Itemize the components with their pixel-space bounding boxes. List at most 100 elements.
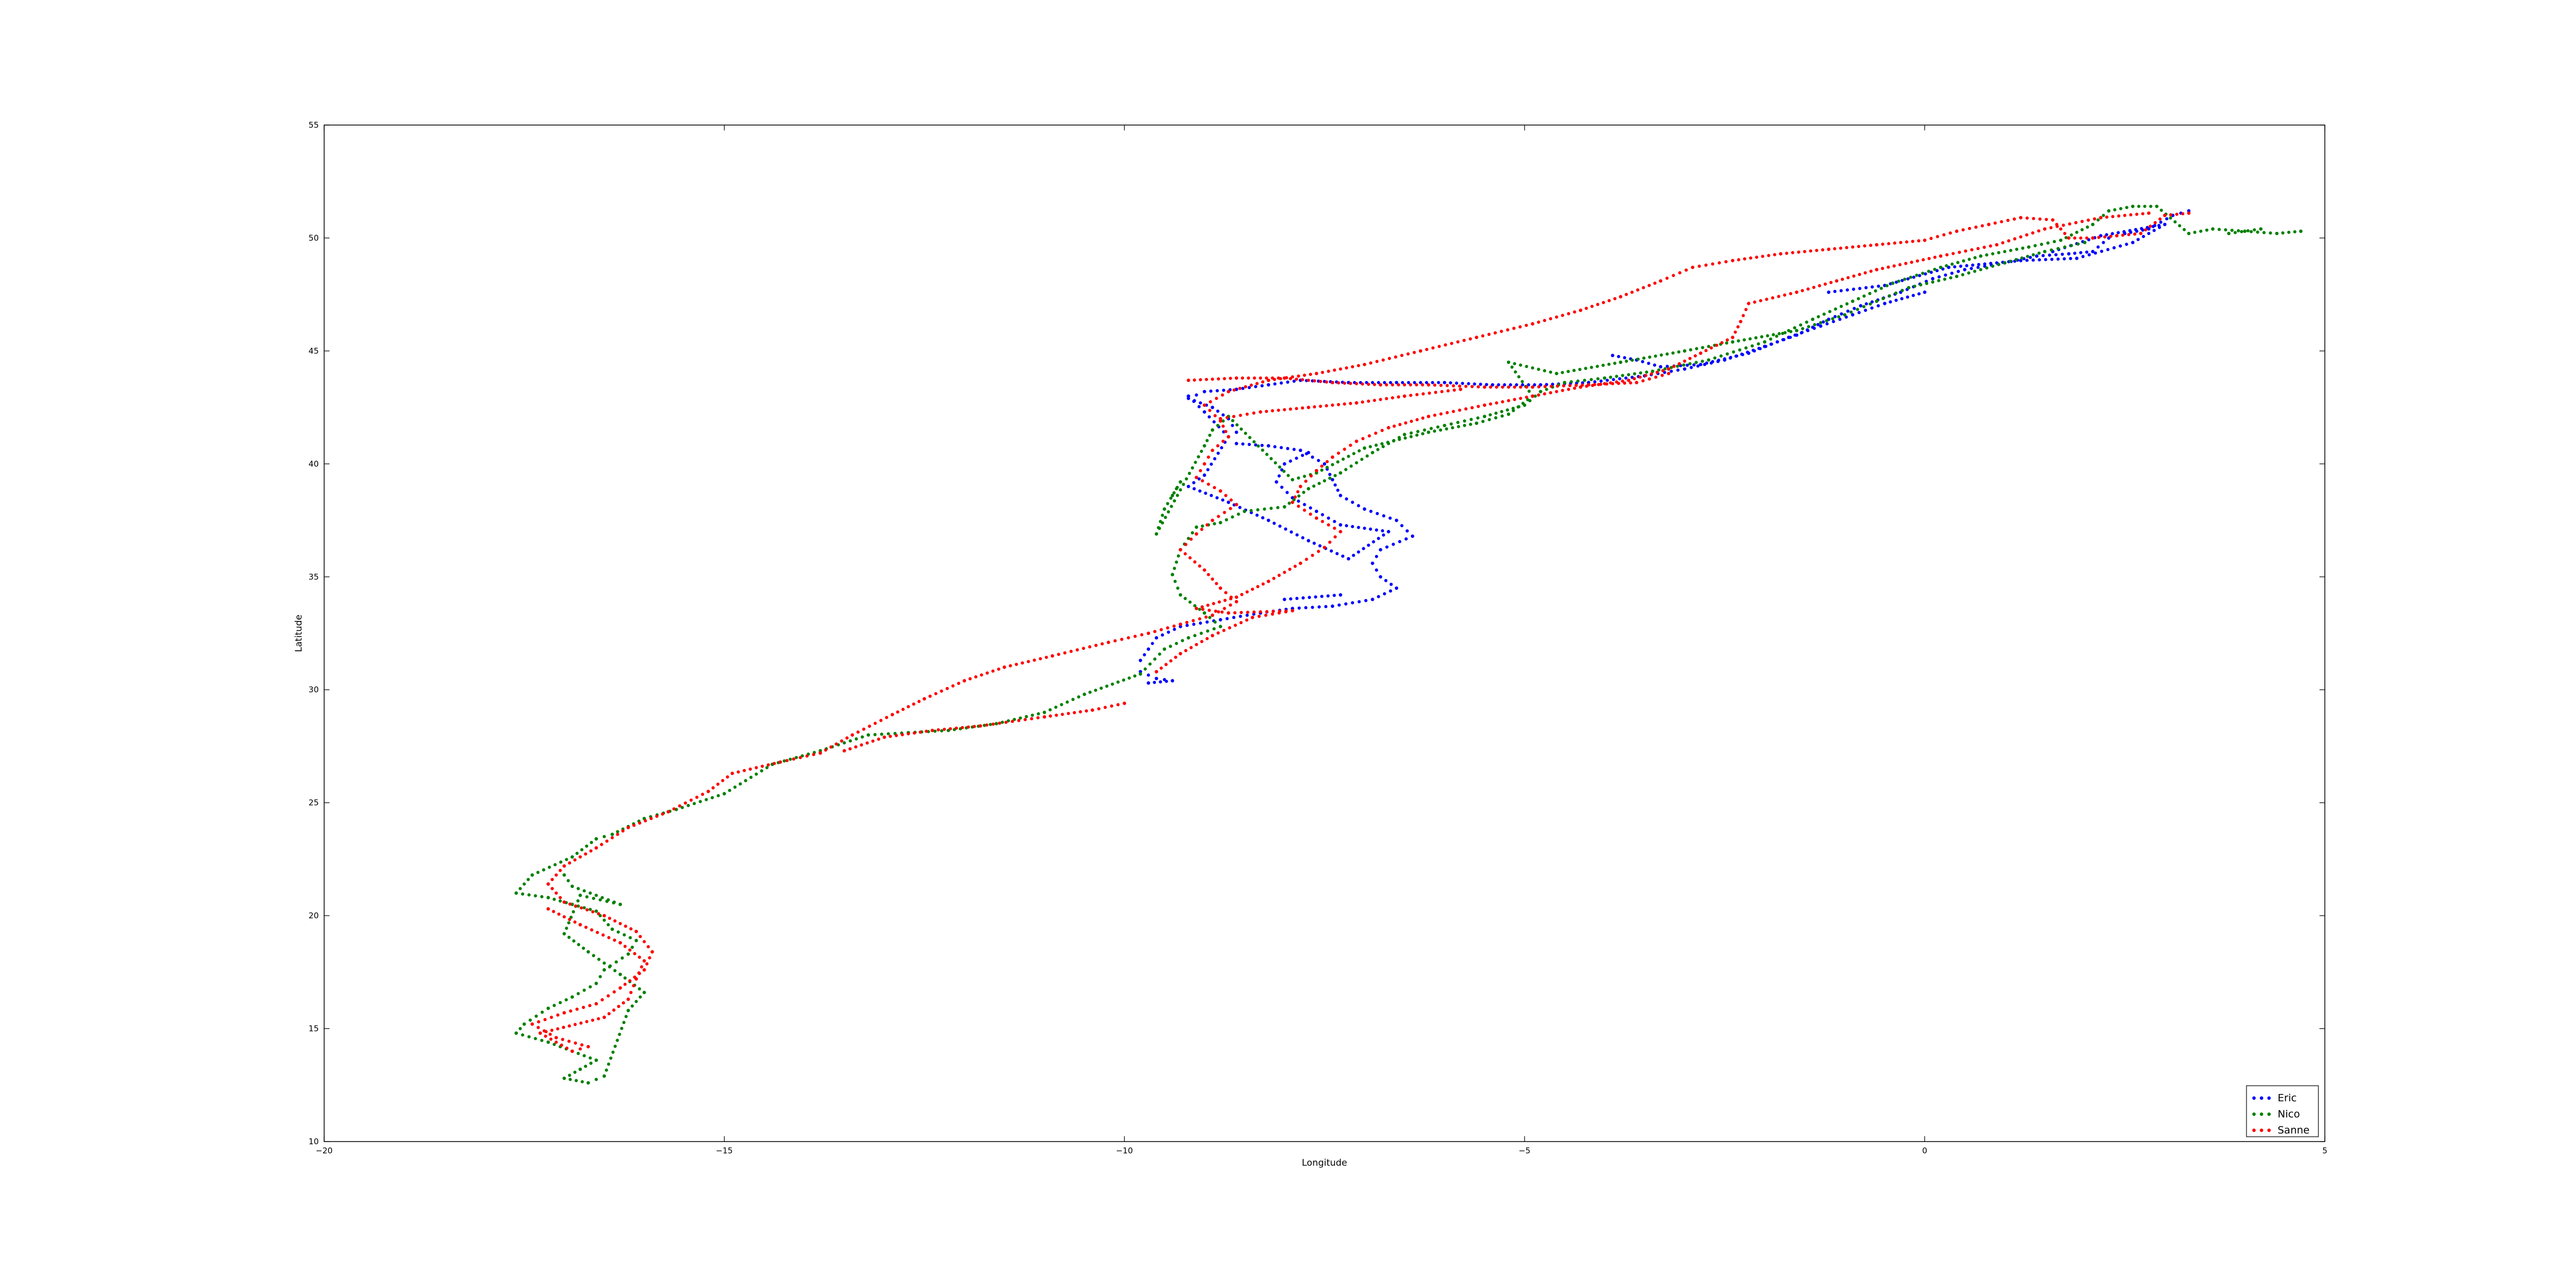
data-point [1851, 287, 1855, 291]
data-point [1517, 375, 1521, 378]
data-point [1381, 358, 1385, 362]
data-point [559, 860, 562, 864]
data-point [1915, 273, 1919, 277]
data-point [1501, 400, 1504, 404]
data-point [1596, 377, 1600, 381]
data-point [1395, 381, 1399, 385]
data-point [1387, 426, 1391, 430]
data-point [2063, 232, 2067, 236]
data-point [1234, 430, 1239, 434]
data-point [1398, 422, 1402, 426]
data-point [1324, 605, 1328, 609]
data-point [1294, 377, 1298, 381]
data-point [527, 893, 531, 897]
data-point [1167, 630, 1170, 634]
data-point [1314, 595, 1318, 599]
data-point [1693, 354, 1697, 358]
data-point [2043, 250, 2047, 253]
data-point [1198, 564, 1202, 568]
data-point [622, 1021, 626, 1025]
data-point [1206, 482, 1210, 486]
data-point [1650, 372, 1653, 376]
data-point [998, 721, 1001, 725]
data-point [1462, 339, 1466, 342]
data-point [1827, 247, 1831, 251]
data-point [873, 721, 877, 725]
data-point [1819, 324, 1823, 328]
data-point [558, 896, 562, 900]
data-point [1590, 378, 1593, 382]
data-point [1395, 586, 1399, 590]
data-point [711, 796, 714, 800]
data-point [1760, 335, 1763, 339]
data-point [1936, 235, 1940, 238]
data-point [1335, 552, 1339, 555]
data-point [606, 898, 610, 902]
data-point [1415, 418, 1419, 421]
data-point [1297, 606, 1301, 610]
data-point [1539, 390, 1542, 393]
data-point [1619, 360, 1622, 364]
data-point [2003, 261, 2007, 265]
data-point [1226, 390, 1231, 393]
data-point [974, 675, 978, 679]
data-point [1858, 304, 1863, 308]
data-point [1352, 553, 1356, 557]
data-point [1302, 474, 1306, 478]
data-point [1349, 401, 1352, 405]
data-point [854, 737, 858, 741]
data-point [1218, 618, 1223, 621]
data-point [1409, 435, 1413, 438]
data-point [1261, 516, 1264, 520]
data-point [2009, 259, 2012, 263]
data-point [1206, 603, 1210, 607]
data-point [1094, 689, 1097, 692]
data-point [628, 979, 632, 983]
data-point [631, 946, 634, 949]
data-point [1000, 720, 1004, 724]
data-point [552, 1004, 556, 1007]
data-point [601, 933, 605, 937]
data-point [2136, 238, 2140, 242]
data-point [2111, 232, 2114, 236]
data-point [568, 1078, 572, 1081]
data-point [1277, 408, 1280, 412]
data-point [514, 891, 518, 895]
data-point [1475, 335, 1479, 339]
data-point [689, 798, 693, 802]
data-point [2087, 253, 2091, 257]
data-point [1562, 384, 1565, 387]
data-point [1839, 304, 1843, 308]
data-point [1221, 419, 1225, 423]
data-point [1974, 225, 1978, 229]
data-point [1379, 398, 1382, 401]
data-point [749, 767, 752, 771]
data-point [1357, 364, 1360, 368]
data-point [843, 749, 846, 753]
data-point [560, 1043, 564, 1047]
data-point [1921, 258, 1925, 262]
x-tick-label: −15 [716, 1146, 733, 1156]
data-point [1274, 461, 1277, 465]
data-point [1964, 249, 1967, 253]
data-point [1699, 351, 1703, 355]
data-point [1221, 498, 1225, 502]
data-point [1163, 516, 1167, 520]
data-point [2055, 224, 2059, 228]
data-point [1252, 610, 1256, 614]
data-point [1346, 557, 1350, 561]
data-point [1300, 406, 1304, 410]
data-point [1351, 365, 1355, 369]
data-point [1336, 460, 1340, 464]
data-point [1413, 350, 1416, 354]
data-point [1371, 561, 1374, 565]
data-point [1689, 365, 1693, 369]
data-point [1991, 252, 1995, 255]
data-point [1661, 369, 1665, 372]
data-point [895, 734, 898, 737]
data-point [1894, 298, 1898, 302]
data-point [1567, 370, 1570, 374]
data-point [760, 764, 764, 768]
data-point [1249, 383, 1253, 387]
data-point [632, 823, 636, 827]
